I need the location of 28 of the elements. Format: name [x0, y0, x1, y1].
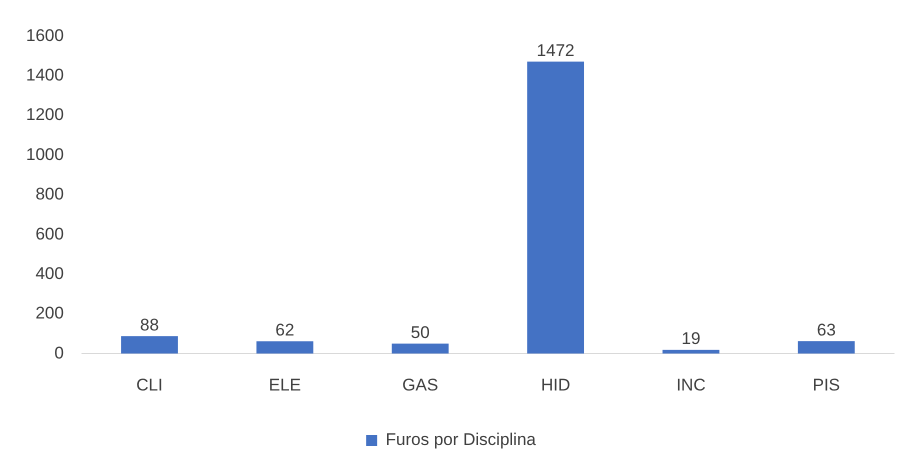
data-label: 1472: [536, 40, 575, 60]
x-tick-label: ELE: [268, 375, 301, 394]
x-tick-label: PIS: [812, 375, 840, 394]
y-tick-label: 1200: [26, 105, 64, 124]
bar: [662, 350, 720, 354]
x-tick-label: HID: [540, 375, 570, 394]
y-tick-label: 200: [35, 304, 64, 323]
y-tick-label: 600: [35, 224, 64, 244]
y-tick-label: 800: [35, 184, 64, 204]
data-label: 63: [816, 320, 836, 340]
x-tick-label: INC: [676, 375, 706, 394]
bar: [121, 336, 178, 354]
data-label: 19: [681, 329, 700, 348]
data-label: 50: [410, 322, 430, 342]
y-tick-label: 1400: [26, 66, 64, 85]
data-label: 88: [140, 315, 159, 334]
bar: [527, 62, 584, 354]
bar: [392, 344, 449, 354]
bar: [798, 341, 855, 354]
x-tick-label: CLI: [136, 375, 163, 394]
x-tick-label: GAS: [402, 375, 438, 394]
y-tick-label: 0: [54, 343, 64, 362]
y-tick-label: 1000: [26, 144, 64, 164]
legend-label: Furos por Disciplina: [386, 430, 536, 450]
y-tick-label: 1600: [26, 26, 64, 45]
y-tick-label: 400: [35, 264, 64, 283]
data-label: 62: [275, 320, 294, 340]
bar: [256, 341, 314, 354]
